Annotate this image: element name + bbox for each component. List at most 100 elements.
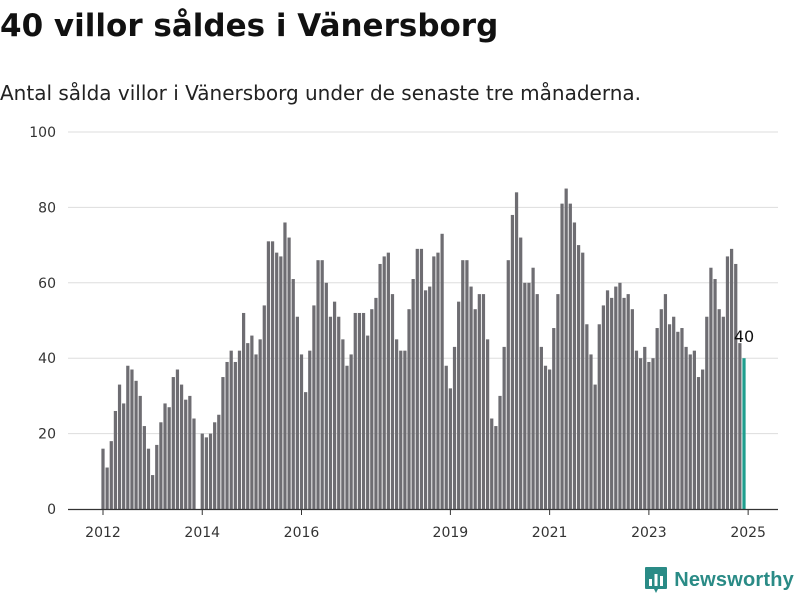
bar [117,384,122,509]
bar [146,448,151,509]
bar [341,339,345,509]
bar [399,350,403,509]
x-tick-label: 2012 [85,525,121,541]
bar [705,316,709,509]
bar [361,312,366,509]
bar [122,403,126,509]
bar [539,346,543,509]
bar [605,290,610,509]
x-tick-label: 2023 [631,525,667,541]
bar [618,282,622,509]
bar [448,388,452,509]
bar [258,339,262,509]
bar [481,294,486,509]
bar [320,260,324,509]
bar [473,309,477,509]
bar [349,354,353,509]
bar [415,248,419,509]
bar [366,335,370,509]
bar [560,203,564,509]
bar [696,377,701,509]
bar [250,335,254,509]
bar [556,294,560,509]
bar [663,294,668,509]
y-tick-label: 20 [38,427,56,443]
bar [684,346,688,509]
bar [295,316,299,509]
bar [287,237,291,509]
bar [552,328,556,509]
bar [357,312,362,509]
bar [543,365,548,509]
bar [304,392,308,509]
bar [378,263,382,509]
bar [126,365,130,509]
bar [498,395,502,509]
bar [275,252,279,509]
bar [101,448,105,509]
bar [241,312,246,509]
bar [548,369,552,509]
bar [713,279,717,509]
bar [188,395,192,509]
bar [672,316,676,509]
bar [490,418,494,509]
bar [680,328,684,509]
x-tick-label: 2021 [532,525,568,541]
bar [601,305,606,509]
bar [113,410,118,509]
bar [200,433,204,509]
bar [324,282,328,509]
bar [105,467,109,509]
bar [171,377,175,509]
bar [701,369,705,509]
bar [175,369,180,509]
bar [283,222,287,510]
bar [581,252,585,509]
chart-title: 40 villor såldes i Vänersborg [0,8,499,44]
x-tick-label: 2016 [284,525,320,541]
bar [630,309,634,509]
bar [229,350,233,509]
bar [734,263,738,509]
bar [531,267,535,509]
bar [465,260,469,509]
bar [651,358,655,509]
bar [659,309,663,509]
bar [626,294,630,509]
bar [452,346,457,509]
bar [576,245,581,509]
bar [597,324,601,509]
bar [634,350,639,509]
bar [262,305,266,509]
bar [469,286,473,509]
x-tick-labels: 2012 2014 2016 2019 2021 2023 2025 [85,525,766,541]
bar [585,324,589,509]
bar [254,354,258,509]
bar [204,437,208,509]
bar [316,260,320,509]
x-tick-label: 2019 [433,525,469,541]
bar [312,305,316,509]
bar [184,399,188,509]
bar [721,316,725,509]
bar [477,294,481,509]
bar [667,324,672,509]
bar [332,301,337,509]
bar [444,365,448,509]
y-tick-label: 60 [38,276,56,292]
bar [510,214,515,509]
newsworthy-brand[interactable]: Newsworthy [644,564,794,596]
bar [299,354,304,509]
bar [213,422,217,509]
bar [151,475,155,509]
bar [192,418,196,509]
bar [423,290,428,509]
x-axis [68,508,778,515]
bar [208,433,213,509]
bar [407,309,411,509]
bar [568,203,572,509]
bar [386,252,390,509]
bar [225,361,229,509]
